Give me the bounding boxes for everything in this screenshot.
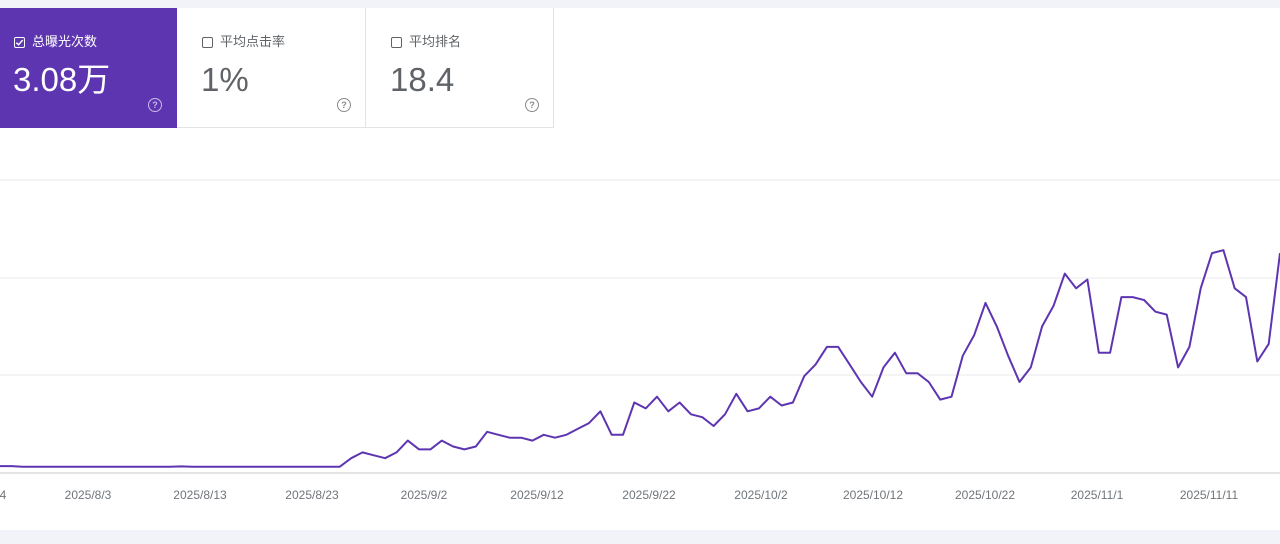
x-tick-label: 2025/10/2	[734, 488, 788, 502]
metric-card-ctr[interactable]: 平均点击率 1% ?	[177, 8, 366, 128]
x-tick-label: 2025/9/22	[622, 488, 676, 502]
x-tick-label: 4	[0, 488, 7, 502]
chart-grid	[0, 179, 1280, 474]
metric-label: 平均排名	[409, 34, 462, 49]
chart-series	[0, 249, 1280, 468]
help-icon[interactable]: ?	[337, 98, 351, 112]
x-tick-label: 2025/8/13	[173, 488, 227, 502]
checkbox-unchecked-icon[interactable]	[202, 36, 213, 48]
metric-label: 总曝光次数	[32, 34, 98, 49]
checkbox-unchecked-icon[interactable]	[391, 36, 402, 48]
metric-cards: 总曝光次数 3.08万 ? 平均点击率 1% ? 平均排名 18.4 ?	[0, 8, 554, 128]
x-tick-label: 2025/10/12	[843, 488, 903, 502]
help-icon[interactable]: ?	[148, 98, 162, 112]
impressions-line	[0, 249, 1280, 468]
metric-label: 平均点击率	[220, 34, 286, 49]
checkbox-checked-icon[interactable]	[14, 36, 25, 48]
metric-value: 3.08万	[13, 61, 111, 98]
x-tick-label: 2025/9/2	[401, 488, 448, 502]
impressions-chart: 4 2025/8/3 2025/8/13 2025/8/23 2025/9/2 2025/…	[0, 179, 1280, 502]
metric-value: 1%	[201, 61, 249, 98]
performance-panel: 4 2025/8/3 2025/8/13 2025/8/23 2025/9/2 2025/…	[0, 8, 1280, 530]
x-tick-label: 2025/8/23	[285, 488, 339, 502]
x-tick-label: 2025/10/22	[955, 488, 1015, 502]
help-icon[interactable]: ?	[525, 98, 539, 112]
metric-card-impressions[interactable]: 总曝光次数 3.08万 ?	[0, 8, 177, 128]
metric-card-position[interactable]: 平均排名 18.4 ?	[366, 8, 554, 128]
x-tick-label: 2025/9/12	[510, 488, 564, 502]
x-axis-ticks: 4 2025/8/3 2025/8/13 2025/8/23 2025/9/2 2025/…	[0, 488, 1238, 502]
x-tick-label: 2025/8/3	[65, 488, 112, 502]
x-tick-label: 2025/11/11	[1180, 488, 1239, 502]
x-tick-label: 2025/11/1	[1071, 488, 1124, 502]
metric-value: 18.4	[390, 61, 455, 98]
